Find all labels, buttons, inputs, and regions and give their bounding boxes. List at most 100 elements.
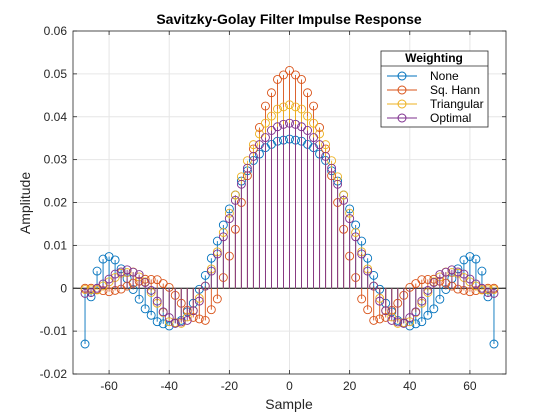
stem-marker: [224, 214, 234, 224]
legend-entry: Triangular: [387, 97, 484, 111]
y-axis-label: Amplitude: [17, 172, 33, 234]
stem-marker: [230, 195, 240, 205]
stem-marker: [447, 265, 457, 275]
stem-marker: [230, 190, 240, 200]
stem-marker: [194, 296, 204, 306]
stem-marker: [80, 285, 90, 294]
stem-marker: [429, 278, 439, 287]
stem-marker: [134, 270, 144, 279]
stem-marker: [80, 339, 90, 349]
stem-marker: [92, 266, 102, 276]
stem-marker: [339, 190, 349, 200]
stem-marker: [309, 118, 319, 128]
stem-marker: [200, 281, 210, 291]
stem-marker: [116, 267, 126, 277]
legend-label: Triangular: [430, 97, 484, 111]
stem-marker: [315, 140, 325, 150]
stem-marker: [327, 163, 337, 173]
stem-marker: [435, 270, 445, 279]
x-tick-label: -20: [221, 379, 239, 393]
stem-marker: [206, 266, 216, 276]
stem-marker: [399, 318, 409, 328]
legend-box: [380, 50, 489, 128]
stem-marker: [465, 274, 475, 284]
y-tick-label: -0.01: [40, 324, 68, 338]
stem-marker: [236, 172, 246, 182]
stem-marker: [405, 313, 415, 323]
x-axis-ticks: -60 -40 -20 0 20 40 60: [100, 31, 477, 393]
stem-marker: [242, 163, 252, 173]
y-tick-label: 0.05: [44, 67, 68, 81]
legend-marker: [397, 85, 407, 95]
stem-marker: [110, 269, 120, 279]
x-tick-label: 0: [286, 379, 293, 393]
x-axis-label: Sample: [265, 396, 313, 412]
legend-marker: [397, 71, 407, 81]
stem-marker: [260, 118, 270, 128]
stem-marker: [369, 270, 379, 280]
stem-marker: [465, 252, 475, 261]
x-tick-label: 40: [403, 379, 417, 393]
stem-marker: [303, 126, 312, 135]
stem-marker: [248, 151, 258, 161]
stem-marker: [158, 307, 168, 317]
stem-marker: [423, 285, 433, 295]
stem-marker: [321, 140, 331, 150]
y-tick-label: 0: [60, 281, 67, 295]
y-tick-label: 0.02: [44, 196, 68, 210]
stem-marker: [429, 304, 439, 314]
stem-marker: [200, 315, 210, 325]
stem-marker: [128, 267, 138, 277]
stem-marker: [363, 305, 373, 315]
stem-marker: [363, 266, 373, 276]
x-tick-label: -60: [100, 379, 118, 393]
stem-marker: [375, 296, 385, 306]
stem-marker: [218, 220, 228, 230]
stem-marker: [357, 249, 367, 259]
stem-marker: [381, 306, 391, 316]
stem-marker: [423, 310, 433, 320]
stem-marker: [309, 133, 319, 142]
stem-marker: [345, 214, 355, 224]
stem-marker: [351, 232, 361, 242]
stem-marker: [152, 296, 162, 306]
stem-marker: [327, 156, 337, 166]
stem-marker: [309, 101, 319, 111]
stem-marker: [98, 279, 108, 289]
stem-marker: [297, 74, 306, 84]
x-tick-label: -40: [161, 379, 179, 393]
stem-marker: [489, 285, 499, 294]
stem-marker: [357, 294, 367, 304]
stem-marker: [267, 88, 276, 98]
stem-marker: [471, 254, 481, 264]
stem-marker: [176, 317, 186, 327]
stem-marker: [291, 102, 300, 112]
stem-marker: [254, 140, 264, 150]
stem-marker: [291, 119, 300, 129]
stem-marker: [477, 266, 487, 276]
stem-marker: [140, 278, 150, 287]
stem-marker: [260, 101, 270, 111]
stem-marker: [260, 133, 270, 142]
stem-marker: [242, 156, 252, 166]
stem-marker: [273, 104, 282, 114]
stem-marker: [206, 305, 216, 315]
stem-marker: [267, 111, 276, 121]
stem-marker: [206, 253, 216, 263]
stem-marker: [303, 88, 312, 98]
stem-marker: [351, 220, 361, 230]
stem-marker: [146, 275, 156, 284]
stem-marker: [345, 208, 355, 218]
y-tick-label: 0.03: [44, 153, 68, 167]
stem-marker: [279, 102, 288, 112]
stem-marker: [369, 281, 379, 291]
stem-marker: [279, 119, 288, 129]
stem-marker: [471, 279, 481, 289]
stem-marker: [333, 179, 343, 189]
stem-marker: [194, 314, 204, 324]
legend-entry: Optimal: [387, 111, 471, 125]
series-optimal: [80, 118, 499, 328]
stem-marker: [218, 232, 228, 242]
